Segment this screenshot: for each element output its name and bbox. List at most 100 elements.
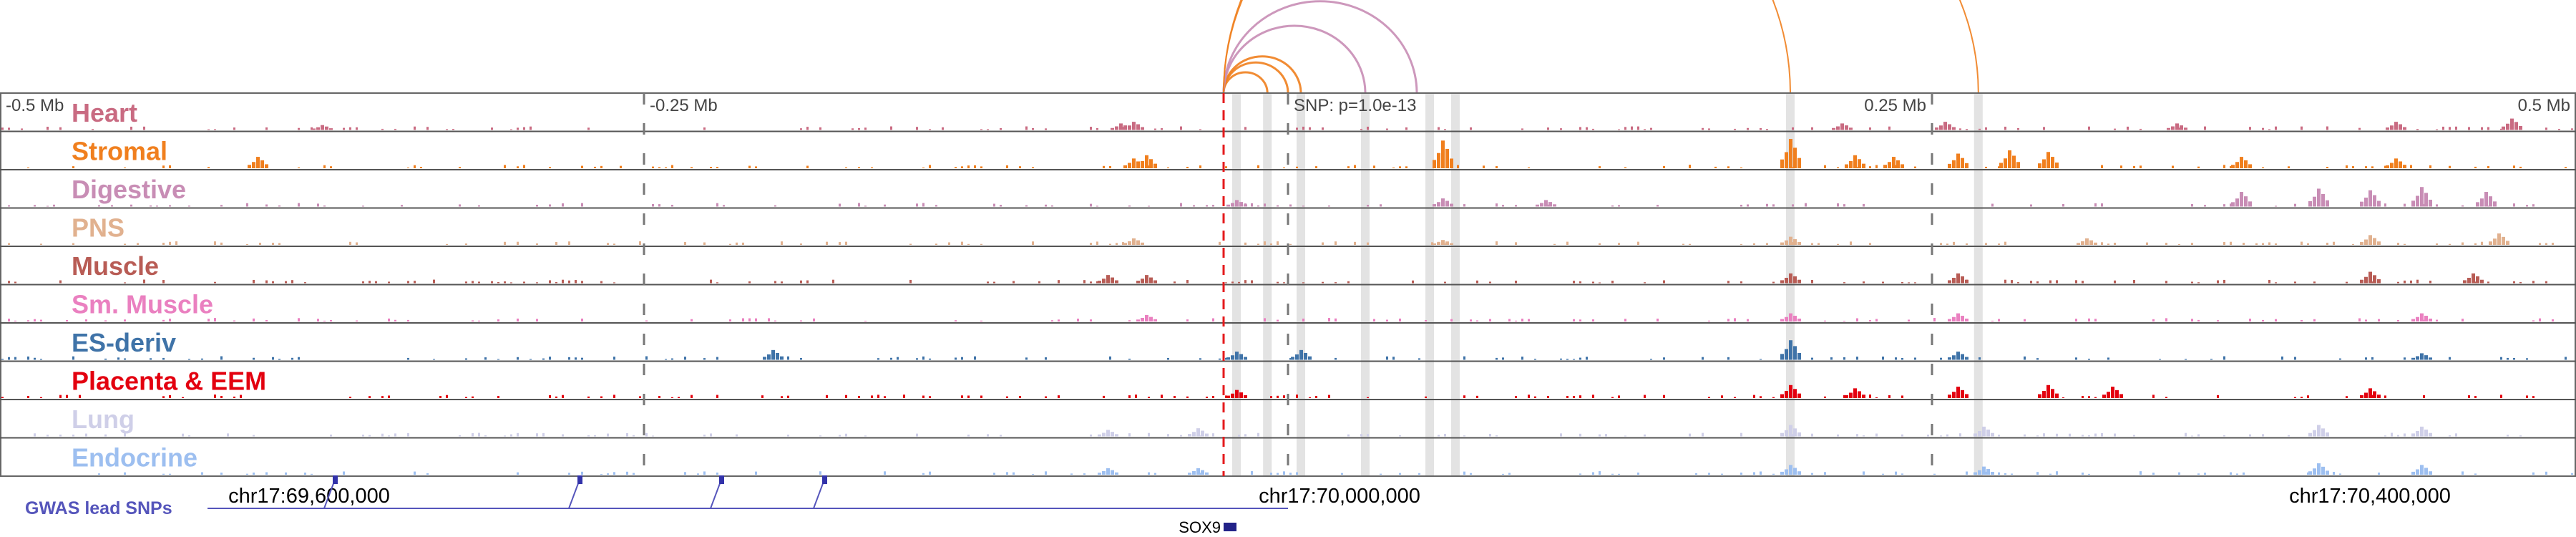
signal-bar <box>1206 396 1208 398</box>
signal-bar <box>2191 435 2193 437</box>
signal-peak-7 <box>2386 127 2389 130</box>
signal-bar <box>1399 166 1401 168</box>
signal-bar <box>1991 203 1994 207</box>
signal-bar <box>2449 243 2451 245</box>
signal-peak-6 <box>2506 241 2509 245</box>
signal-bar <box>1302 282 1304 284</box>
signal-bar <box>993 473 995 475</box>
signal-bar <box>59 395 62 398</box>
signal-bar <box>1270 473 1272 475</box>
signal-bar <box>1946 434 1948 437</box>
signal-bar <box>639 396 641 398</box>
signal-peak-5 <box>2364 239 2368 245</box>
signal-bar <box>2358 318 2361 321</box>
signal-bar <box>1766 203 1768 207</box>
signal-bar <box>2474 166 2477 168</box>
signal-bar <box>1463 204 1465 207</box>
signal-bar <box>1727 281 1729 284</box>
signal-peak-3 <box>1141 160 1144 168</box>
signal-peak-8 <box>2506 123 2509 130</box>
signal-bar <box>1199 473 1201 475</box>
signal-bar <box>2313 281 2316 284</box>
signal-peak-3 <box>1136 124 1140 130</box>
signal-bar <box>1412 280 1414 284</box>
signal-peak-6 <box>2364 197 2368 207</box>
signal-bar <box>1740 204 1742 207</box>
signal-bar <box>1708 128 1710 130</box>
signal-bar <box>993 203 995 207</box>
signal-bar <box>600 281 602 284</box>
signal-peak-5 <box>2042 390 2046 398</box>
signal-bar <box>47 435 49 437</box>
signal-bar <box>420 167 422 168</box>
signal-peak-4 <box>1789 340 1792 360</box>
signal-bar <box>2487 127 2489 130</box>
signal-bar <box>2294 397 2296 398</box>
signal-bar <box>1547 396 1549 398</box>
signal-peak-6 <box>1858 159 1861 168</box>
signal-bar <box>265 319 268 321</box>
signal-bar <box>710 167 712 168</box>
signal-bar <box>839 435 841 437</box>
signal-bar <box>220 473 223 475</box>
signal-bar <box>2397 435 2399 437</box>
signal-bar <box>1122 127 1124 130</box>
signal-peak-6 <box>2102 395 2106 398</box>
signal-bar <box>1000 205 1002 207</box>
signal-bar <box>710 433 712 437</box>
signal-bar <box>1251 280 1253 284</box>
signal-bar <box>1869 127 1871 130</box>
signal-bar <box>8 243 10 245</box>
signal-peak-3 <box>1785 430 1788 437</box>
signal-peak-5 <box>2377 241 2381 245</box>
signal-peak-2 <box>1797 319 1801 321</box>
signal-peak-1 <box>780 356 784 360</box>
track-label-heart: Heart <box>72 98 137 127</box>
signal-bar <box>117 357 119 360</box>
signal-bar <box>658 204 660 207</box>
signal-peak-2 <box>1188 434 1191 437</box>
signal-bar <box>2107 243 2109 245</box>
signal-peak-7 <box>1892 157 1896 168</box>
signal-bar <box>459 204 461 207</box>
signal-bar <box>1811 127 1813 130</box>
signal-bar <box>684 357 686 360</box>
signal-bar <box>2313 319 2316 321</box>
signal-bar <box>1895 471 1897 475</box>
signal-bar <box>465 281 467 284</box>
signal-bar <box>1644 282 1646 284</box>
signal-bar <box>34 433 36 437</box>
signal-bar <box>1367 205 1369 207</box>
signal-bar <box>381 128 384 130</box>
signal-bar <box>1264 203 1266 207</box>
signal-peak-1 <box>1106 275 1110 284</box>
signal-bar <box>2049 280 2051 284</box>
signal-bar <box>1000 435 1002 437</box>
signal-peak-6 <box>2411 471 2415 475</box>
signal-bar <box>761 395 763 398</box>
signal-bar <box>2416 129 2419 130</box>
signal-peak-4 <box>1982 426 1986 437</box>
signal-bar <box>987 129 989 130</box>
signal-bar <box>613 282 615 284</box>
signal-bar <box>1901 357 1903 360</box>
signal-bar <box>581 281 583 284</box>
signal-bar <box>1553 243 1556 245</box>
signal-bar <box>472 281 474 284</box>
signal-bar <box>1045 128 1047 130</box>
signal-peak-1 <box>767 354 771 360</box>
signal-bar <box>1721 473 1723 475</box>
signal-bar <box>2397 281 2399 284</box>
signal-bar <box>2326 242 2328 245</box>
signal-bar <box>1277 241 1279 245</box>
signal-bar <box>72 243 74 245</box>
signal-bar <box>208 319 210 321</box>
signal-peak-5 <box>2364 276 2368 284</box>
signal-peak-3 <box>1153 163 1157 168</box>
signal-bar <box>298 203 300 207</box>
signal-bar <box>2236 473 2238 475</box>
signal-bar <box>581 203 583 207</box>
signal-bar <box>2191 281 2193 284</box>
signal-bar <box>1579 357 1581 360</box>
signal-bar <box>34 205 36 207</box>
